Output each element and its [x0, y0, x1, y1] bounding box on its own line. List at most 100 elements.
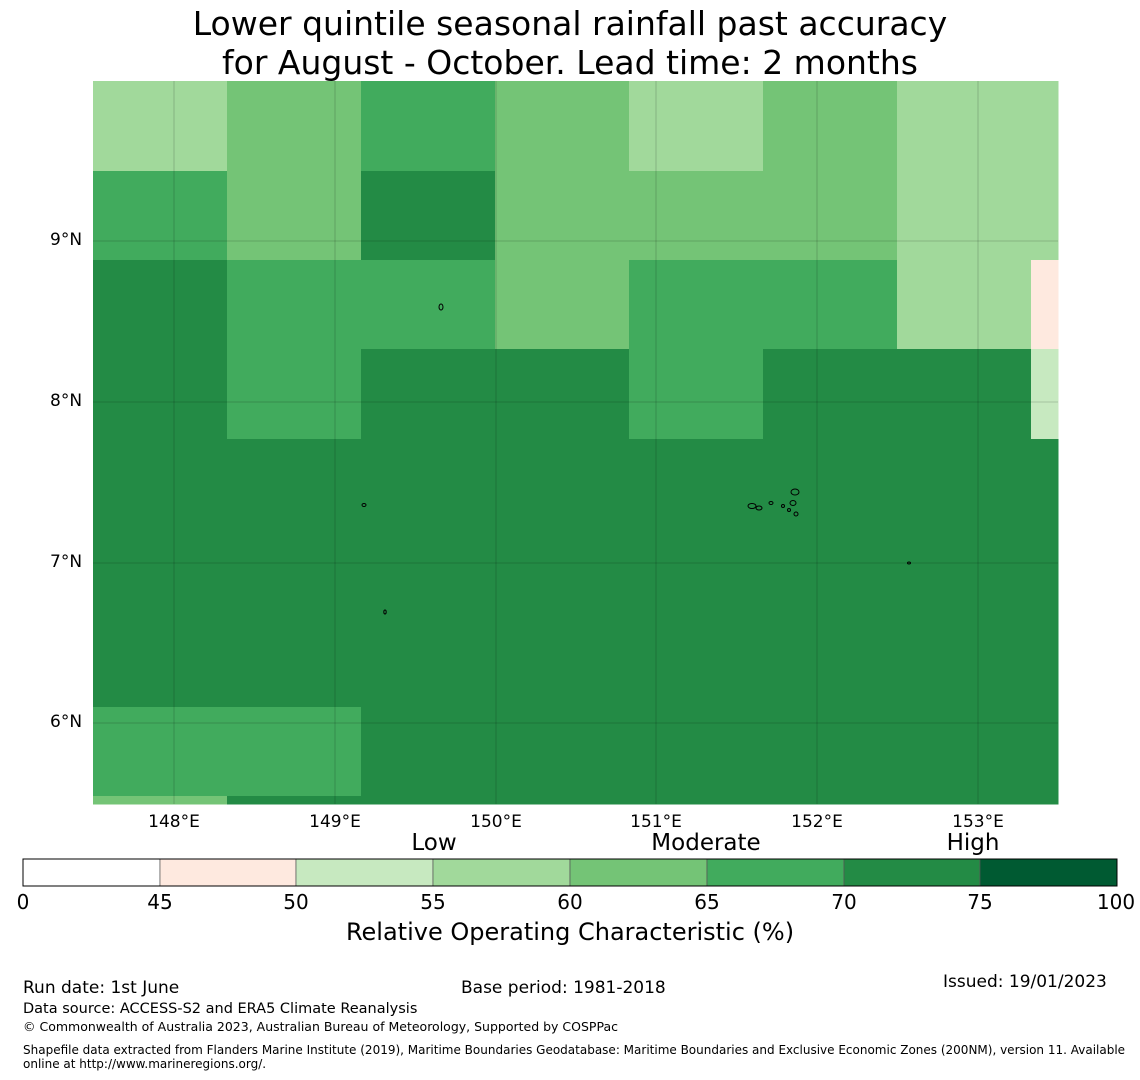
- lon-label-153e: 153°E: [952, 812, 1004, 832]
- map-cell: [897, 617, 1032, 708]
- map-cell: [897, 171, 1032, 261]
- lat-label-8n: 8°N: [50, 391, 83, 411]
- map-cell: [227, 81, 362, 172]
- map-cell: [763, 707, 898, 797]
- lon-label-150e: 150°E: [470, 812, 522, 832]
- colorbar-tick-55: 55: [420, 890, 446, 914]
- colorbar-tick-0: 0: [16, 890, 30, 914]
- island-outline: [755, 505, 763, 511]
- colorbar-frame: [22, 858, 1118, 887]
- colorbar-bin: [159, 858, 297, 887]
- island-outline: [747, 503, 757, 509]
- map-cell: [897, 260, 1032, 350]
- map-cell: [763, 439, 898, 529]
- map-cell: [629, 439, 764, 529]
- map-cell: [1031, 260, 1059, 350]
- colorbar-tick-70: 70: [831, 890, 857, 914]
- category-moderate: Moderate: [651, 830, 761, 856]
- map-cell: [361, 707, 496, 797]
- lon-label-151e: 151°E: [630, 812, 682, 832]
- map-cell: [629, 260, 764, 350]
- map-cell: [1031, 349, 1059, 440]
- colorbar-bin: [843, 858, 981, 887]
- island-outline: [361, 503, 367, 507]
- map-cell: [495, 81, 630, 172]
- chart-title: Lower quintile seasonal rainfall past ac…: [0, 4, 1140, 82]
- map-cell: [1031, 796, 1059, 805]
- map-cell: [763, 260, 898, 350]
- map-cell: [227, 528, 362, 618]
- colorbar-bin: [569, 858, 708, 887]
- map-cell: [227, 617, 362, 708]
- map-cell: [227, 260, 362, 350]
- map-cell: [763, 81, 898, 172]
- map-cell: [495, 349, 630, 440]
- map-cell: [897, 528, 1032, 618]
- map-cell: [93, 439, 228, 529]
- island-outline: [787, 508, 791, 512]
- colorbar-tick-60: 60: [557, 890, 583, 914]
- map-cell: [93, 171, 228, 261]
- map-cell: [629, 796, 764, 805]
- map-cell: [361, 260, 496, 350]
- map-cell: [93, 528, 228, 618]
- copyright: © Commonwealth of Australia 2023, Austra…: [23, 1019, 618, 1034]
- map-cell: [629, 171, 764, 261]
- issued-date: Issued: 19/01/2023: [943, 972, 1107, 992]
- base-period: Base period: 1981-2018: [461, 978, 666, 998]
- colorbar-tick-75: 75: [967, 890, 993, 914]
- map-cell: [361, 439, 496, 529]
- colorbar-bin: [706, 858, 845, 887]
- map-cell: [93, 796, 228, 805]
- map-cell: [93, 81, 228, 172]
- map-cell: [763, 528, 898, 618]
- island-outline: [781, 504, 785, 508]
- shapefile-credit-line-2: online at http://www.marineregions.org/.: [23, 1057, 267, 1071]
- map-cell: [629, 349, 764, 440]
- map-cell: [897, 796, 1032, 805]
- lon-label-152e: 152°E: [791, 812, 843, 832]
- map-cell: [93, 260, 228, 350]
- map-cell: [629, 707, 764, 797]
- map-cell: [361, 617, 496, 708]
- map-cell: [897, 81, 1032, 172]
- lat-label-7n: 7°N: [50, 552, 83, 572]
- island-outline: [789, 500, 797, 506]
- title-line-1: Lower quintile seasonal rainfall past ac…: [192, 4, 948, 43]
- map-cell: [495, 796, 630, 805]
- category-high: High: [946, 830, 1000, 856]
- colorbar-bin: [979, 858, 1118, 887]
- colorbar-bin: [432, 858, 571, 887]
- lat-label-6n: 6°N: [50, 712, 83, 732]
- colorbar-bin: [22, 858, 161, 887]
- map-cell: [227, 171, 362, 261]
- map-cell: [1031, 617, 1059, 708]
- lon-label-149e: 149°E: [309, 812, 361, 832]
- map-cell: [93, 707, 228, 797]
- colorbar-bin: [295, 858, 434, 887]
- map-cell: [93, 617, 228, 708]
- map-cell: [763, 349, 898, 440]
- map-cell: [1031, 171, 1059, 261]
- run-date: Run date: 1st June: [23, 978, 180, 998]
- map-cell: [495, 707, 630, 797]
- map-cell: [227, 439, 362, 529]
- map-cell: [897, 349, 1032, 440]
- map-cell: [361, 349, 496, 440]
- map-cell: [361, 796, 496, 805]
- map-cell: [227, 796, 362, 805]
- island-outline: [383, 609, 387, 615]
- colorbar-label: Relative Operating Characteristic (%): [345, 918, 795, 946]
- colorbar-tick-100: 100: [1096, 890, 1136, 914]
- map-cell: [93, 349, 228, 440]
- map-cell: [1031, 81, 1059, 172]
- map-cell: [763, 617, 898, 708]
- map-cell: [495, 617, 630, 708]
- shapefile-credit-line-1: Shapefile data extracted from Flanders M…: [23, 1043, 1126, 1057]
- map-cell: [629, 528, 764, 618]
- lon-label-148e: 148°E: [148, 812, 200, 832]
- map-cell: [629, 617, 764, 708]
- colorbar-tick-65: 65: [694, 890, 720, 914]
- map-cell: [763, 796, 898, 805]
